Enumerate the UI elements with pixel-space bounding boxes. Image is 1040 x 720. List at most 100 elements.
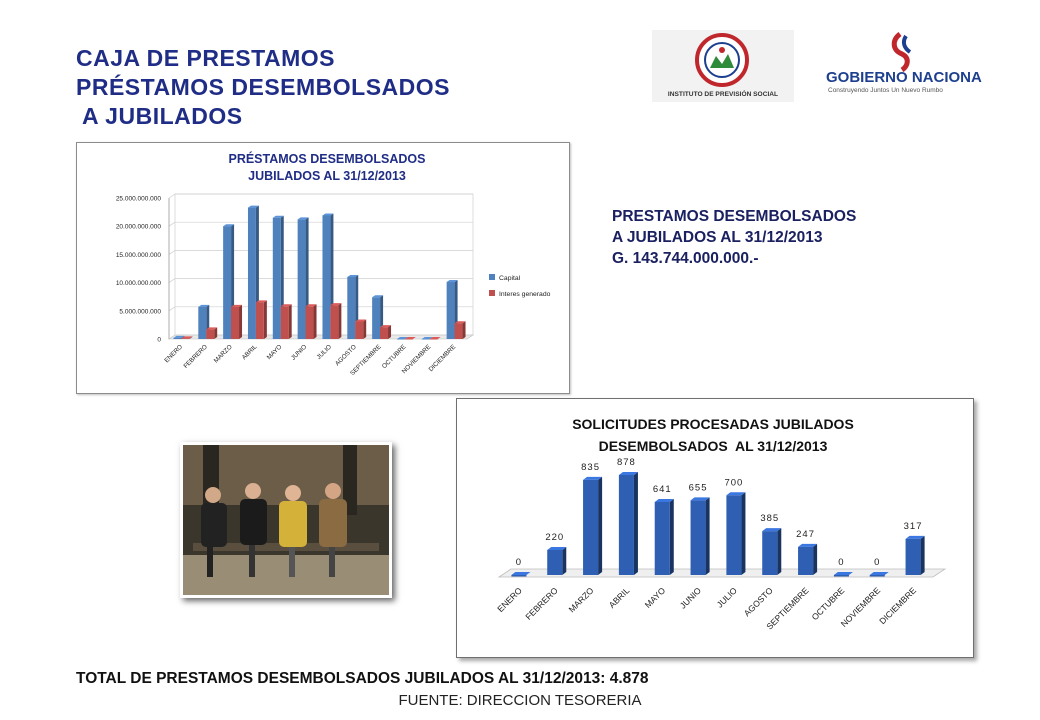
chart1-bar-interes xyxy=(305,306,314,339)
chart1-x-tick: MARZO xyxy=(213,343,234,364)
chart1-bar-interes xyxy=(454,323,463,339)
chart1-bar-side xyxy=(214,327,218,339)
chart1-bar-top xyxy=(429,337,441,339)
chart1-bar-side xyxy=(288,304,292,339)
chart2-bar xyxy=(690,500,706,575)
gob-logo-text: GOBIERNO NACIONAL xyxy=(826,69,982,86)
chart1-bar-top xyxy=(231,304,243,307)
title-line-1: CAJA DE PRESTAMOS xyxy=(76,45,335,71)
chart2-data-label: 220 xyxy=(545,532,564,543)
chart2-x-tick: MARZO xyxy=(567,585,596,614)
chart1-gridline-side xyxy=(168,221,176,227)
chart1-bar-capital xyxy=(396,339,405,340)
chart1-bar-top xyxy=(280,304,292,307)
chart2-title: SOLICITUDES PROCESADAS JUBILADOS xyxy=(572,416,854,432)
chart1-bar-interes xyxy=(380,327,389,339)
chart1-y-tick: 25.000.000.000 xyxy=(116,196,162,203)
chart1-gridline-side xyxy=(168,278,176,283)
chart2-bar-top xyxy=(762,528,782,532)
chart2-x-tick: FEBRERO xyxy=(523,585,560,622)
chart-prestamos-svg: PRÉSTAMOS DESEMBOLSADOS JUBILADOS AL 31/… xyxy=(116,151,551,377)
chart1-bar-interes xyxy=(330,305,339,339)
ips-logo: INSTITUTO DE PREVISIÓN SOCIAL xyxy=(652,30,794,102)
chart2-bar-side xyxy=(598,476,603,575)
chart1-bar-top xyxy=(446,280,458,283)
chart2-bar-top xyxy=(905,535,925,539)
chart1-legend-swatch xyxy=(489,290,495,296)
chart2-bar xyxy=(905,538,921,575)
chart1-x-tick: FEBRERO xyxy=(182,343,209,370)
chart2-data-label: 700 xyxy=(724,477,743,488)
chart2-x-tick: OCTUBRE xyxy=(810,585,847,622)
chart2-data-label: 0 xyxy=(874,557,880,568)
chart1-bar-top xyxy=(355,319,367,322)
chart2-x-tick: DICIEMBRE xyxy=(877,585,918,626)
chart2-bar xyxy=(618,475,634,575)
chart1-bar-top xyxy=(181,336,193,339)
chart1-bar-top xyxy=(173,335,185,338)
chart2-bar xyxy=(547,549,563,575)
chart1-bar-side xyxy=(462,321,466,339)
chart2-bar xyxy=(654,501,670,575)
chart1-bar-top xyxy=(247,205,259,208)
chart2-bar-top xyxy=(833,572,853,575)
chart1-bar-interes xyxy=(404,339,413,340)
chart2-data-label: 385 xyxy=(760,513,779,524)
chart1-x-tick: MAYO xyxy=(266,343,284,361)
chart1-bar-side xyxy=(189,336,193,339)
chart1-bar-capital xyxy=(247,207,256,339)
chart1-bar-interes xyxy=(255,302,264,339)
chart1-y-tick: 10.000.000.000 xyxy=(116,280,162,287)
chart2-bar-side xyxy=(562,546,567,575)
chart-solicitudes-svg: SOLICITUDES PROCESADAS JUBILADOS DESEMBO… xyxy=(495,416,947,632)
summary-line-2: A JUBILADOS AL 31/12/2013 xyxy=(612,229,823,246)
chart2-x-tick: ENERO xyxy=(495,585,524,614)
title-line-2: PRÉSTAMOS DESEMBOLSADOS xyxy=(76,74,450,100)
chart1-legend-label: Capital xyxy=(499,275,521,282)
gob-logo-slogan: Construyendo Juntos Un Nuevo Rumbo xyxy=(828,87,943,94)
chart2-bar xyxy=(798,546,814,575)
chart1-bar-top xyxy=(198,304,210,307)
chart1-bar-top xyxy=(330,303,342,306)
chart2-bar-top xyxy=(583,476,603,480)
chart1-legend-swatch xyxy=(489,274,495,280)
chart1-x-tick: ABRIL xyxy=(241,343,259,361)
chart2-x-tick: JUNIO xyxy=(678,585,704,611)
chart1-bar-top xyxy=(272,215,284,218)
chart2-data-label: 317 xyxy=(904,521,923,532)
chart1-bar-top xyxy=(421,337,433,339)
chart1-bar-interes xyxy=(280,306,289,339)
chart2-bar-top xyxy=(690,497,710,501)
chart1-y-tick: 5.000.000.000 xyxy=(119,308,161,315)
title-line-3: A JUBILADOS xyxy=(76,103,243,129)
chart2-bar-side xyxy=(741,492,746,575)
chart2-x-tick: AGOSTO xyxy=(742,585,775,618)
chart2-data-label: 655 xyxy=(689,482,708,493)
chart1-bar-top xyxy=(404,337,416,339)
chart1-bar-interes xyxy=(206,329,215,339)
chart1-x-tick: AGOSTO xyxy=(334,343,358,367)
chart1-x-tick: DICIEMBRE xyxy=(428,343,458,373)
summary-line-3: G. 143.744.000.000.- xyxy=(612,250,759,267)
page-title: CAJA DE PRESTAMOS PRÉSTAMOS DESEMBOLSADO… xyxy=(76,44,450,131)
chart2-x-tick: JULIO xyxy=(715,585,740,610)
chart2-bar xyxy=(511,575,527,577)
chart2-bar-side xyxy=(633,472,638,575)
chart1-bar-capital xyxy=(421,339,430,340)
chart1-bar-side xyxy=(388,325,392,339)
chart2-bar-side xyxy=(669,498,674,575)
chart1-bar-side xyxy=(363,319,367,339)
chart1-bar-capital xyxy=(297,219,306,339)
chart1-bar-capital xyxy=(322,215,331,339)
chart1-bar-interes xyxy=(181,338,190,339)
chart1-bar-capital xyxy=(446,282,455,339)
chart1-bar-side xyxy=(338,303,342,339)
chart1-bar-top xyxy=(372,295,384,298)
chart1-bar-top xyxy=(454,321,466,324)
chart2-bar xyxy=(583,479,599,575)
chart2-bar-top xyxy=(618,472,638,475)
chart1-bar-capital xyxy=(198,306,207,339)
chart1-bar-top xyxy=(347,274,359,277)
chart1-y-tick: 20.000.000.000 xyxy=(116,224,162,231)
chart1-title: PRÉSTAMOS DESEMBOLSADOS xyxy=(228,151,425,166)
